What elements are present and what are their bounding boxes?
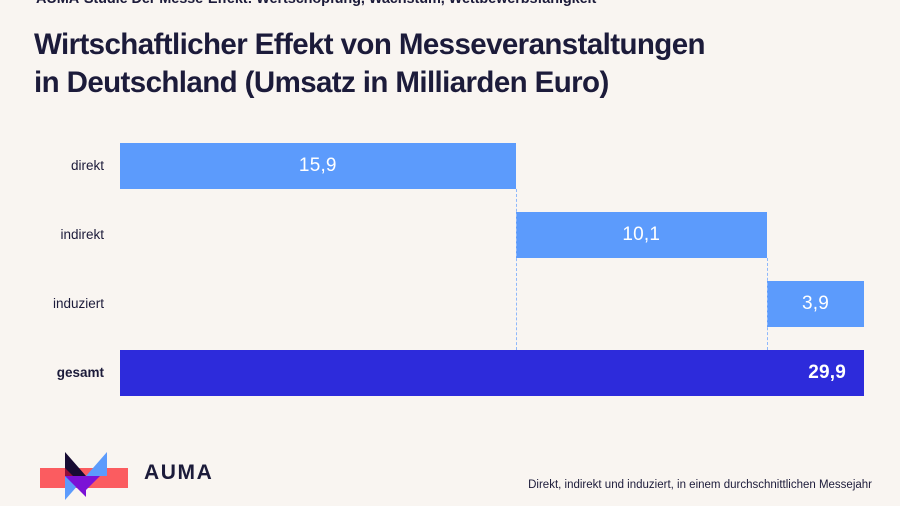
chart-row-direkt: direkt 15,9 <box>0 143 900 189</box>
row-label-induziert: induziert <box>52 296 104 311</box>
row-label-indirekt: indirekt <box>60 227 104 242</box>
chart-row-indirekt: indirekt 10,1 <box>0 212 900 258</box>
chart-row-induziert: induziert 3,9 <box>0 281 900 327</box>
row-label-direkt: direkt <box>70 158 104 173</box>
chart-footnote: Direkt, indirekt und induziert, in einem… <box>528 479 872 491</box>
bar-value-direkt: 15,9 <box>298 155 337 176</box>
page-title-line-2: in Deutschland (Umsatz in Milliarden Eur… <box>34 66 609 100</box>
bar-value-indirekt: 10,1 <box>622 224 661 245</box>
bar-induziert: 3,9 <box>766 281 864 327</box>
connector-line-direkt <box>515 189 517 350</box>
kicker-text: AUMA-Studie Der Messe-Effekt: Wertschöpf… <box>36 0 864 7</box>
connector-line-indirekt <box>766 258 768 350</box>
brand-name: AUMA <box>144 461 214 484</box>
bar-gesamt: 29,9 <box>120 350 864 396</box>
chart-row-gesamt: gesamt 29,9 <box>0 350 900 396</box>
page-title-line-1: Wirtschaftlicher Effekt von Messeveranst… <box>34 28 706 61</box>
bar-direkt: 15,9 <box>120 143 516 189</box>
bar-value-induziert: 3,9 <box>801 293 829 314</box>
bar-value-gesamt: 29,9 <box>808 362 846 383</box>
waterfall-chart: direkt 15,9 indirekt 10,1 induziert 3,9 gesamt… <box>0 128 900 418</box>
brand-lockup: AUMA <box>40 446 213 500</box>
row-label-gesamt: gesamt <box>56 365 104 380</box>
page-title: Wirtschaftlicher Effekt von Messeveranst… <box>34 26 870 103</box>
auma-logo-icon <box>40 446 128 500</box>
chart-rows: direkt 15,9 indirekt 10,1 induziert 3,9 gesamt… <box>0 128 900 418</box>
bar-indirekt: 10,1 <box>515 212 767 258</box>
chart-footer: AUMA Direkt, indirekt und induziert, in … <box>0 426 900 506</box>
